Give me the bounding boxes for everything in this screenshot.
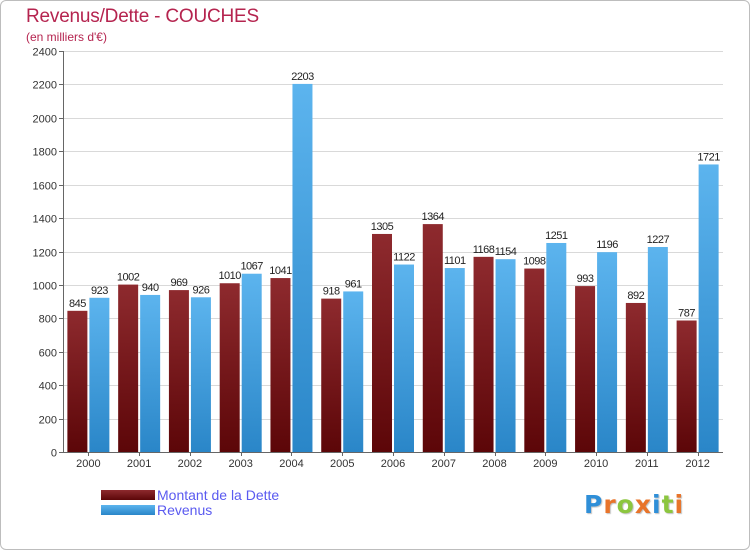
legend-swatch-debt <box>101 490 155 500</box>
logo-letter: i <box>652 490 662 519</box>
y-tick-label: 1200 <box>33 248 57 260</box>
bar-debt <box>118 284 139 452</box>
y-tick-label: 1800 <box>33 147 57 159</box>
logo-letter: o <box>616 490 635 519</box>
x-tick-label: 2006 <box>381 458 405 470</box>
bar-debt <box>270 278 291 452</box>
data-label-debt: 993 <box>577 273 594 285</box>
logo-letter: i <box>674 490 685 519</box>
bar-debt <box>372 233 392 452</box>
data-label-revenue: 923 <box>91 285 108 297</box>
y-tick-label: 200 <box>39 415 57 427</box>
logo-letter: t <box>661 490 675 519</box>
y-tick-label: 0 <box>51 448 57 460</box>
data-label-debt: 845 <box>69 298 86 310</box>
bar-debt <box>575 286 596 452</box>
logo-letter: r <box>603 490 617 519</box>
x-tick-label: 2004 <box>279 458 303 470</box>
bar-revenue <box>394 264 414 452</box>
bar-debt <box>168 290 189 452</box>
y-tick-label: 600 <box>39 348 57 360</box>
bar-debt <box>219 283 240 452</box>
bar-revenue <box>597 252 618 452</box>
bar-revenue <box>444 268 465 452</box>
data-label-debt: 787 <box>678 308 695 320</box>
x-tick-label: 2000 <box>76 458 100 470</box>
bar-revenue <box>647 246 668 452</box>
data-label-revenue: 1101 <box>444 255 466 267</box>
data-label-debt: 1010 <box>218 270 241 282</box>
logo-letter: P <box>584 490 604 519</box>
x-tick-label: 2001 <box>127 458 151 470</box>
x-tick-label: 2005 <box>330 458 354 470</box>
legend-item-revenue: Revenus <box>101 502 213 518</box>
bar-revenue <box>495 259 516 452</box>
y-tick-label: 1400 <box>33 214 57 226</box>
x-tick-label: 2012 <box>685 458 709 470</box>
axis-layer: 0 200 400 600 800 1000 1200 1400 1600 1800 2000 220… <box>33 47 723 470</box>
legend-label-debt: Montant de la Dette <box>157 487 280 503</box>
bar-revenue <box>546 242 567 452</box>
bar-revenue <box>698 164 719 452</box>
bar-revenue <box>190 297 211 452</box>
data-label-debt: 1305 <box>371 221 394 233</box>
x-tick-label: 2003 <box>228 458 252 470</box>
data-label-revenue: 1154 <box>495 246 517 258</box>
bars-layer <box>67 83 719 453</box>
x-tick-label: 2002 <box>178 458 202 470</box>
data-label-debt: 1041 <box>269 265 292 277</box>
logo-letter: x <box>634 490 652 519</box>
bar-revenue <box>140 294 161 452</box>
chart-subtitle: (en milliers d'€) <box>26 30 107 44</box>
data-label-debt: 1002 <box>117 272 140 284</box>
data-label-revenue: 961 <box>345 278 362 290</box>
x-tick-label: 2010 <box>584 458 608 470</box>
bar-debt <box>625 302 646 452</box>
bar-debt <box>321 298 342 452</box>
bar-debt <box>676 320 697 452</box>
data-label-revenue: 1067 <box>240 261 263 273</box>
y-tick-label: 2000 <box>33 114 57 126</box>
bar-revenue <box>343 291 364 452</box>
data-label-revenue: 1196 <box>596 239 618 251</box>
y-tick-label: 2200 <box>33 80 57 92</box>
legend-label-revenue: Revenus <box>157 502 213 518</box>
data-label-revenue: 1251 <box>545 230 568 242</box>
y-tick-label: 800 <box>39 314 57 326</box>
legend-swatch-revenue <box>101 505 155 515</box>
data-label-debt: 1098 <box>523 256 546 268</box>
data-label-debt: 1168 <box>473 244 495 256</box>
y-tick-label: 2400 <box>33 47 57 59</box>
data-label-revenue: 940 <box>142 282 159 294</box>
data-label-revenue: 1721 <box>697 151 720 163</box>
x-tick-label: 2007 <box>432 458 456 470</box>
y-tick-label: 400 <box>39 381 57 393</box>
bar-revenue <box>89 297 110 452</box>
data-label-debt: 969 <box>170 277 187 289</box>
bar-revenue <box>241 273 262 452</box>
bar-debt <box>473 256 494 452</box>
bar-debt <box>422 224 443 452</box>
data-label-debt: 892 <box>627 290 644 302</box>
bar-debt <box>524 268 545 452</box>
proxiti-logo: Proxiti <box>584 490 684 519</box>
bar-revenue <box>292 83 313 453</box>
x-tick-label: 2009 <box>533 458 557 470</box>
y-tick-label: 1600 <box>33 181 57 193</box>
data-label-revenue: 2203 <box>291 71 314 83</box>
data-label-revenue: 1122 <box>393 252 415 264</box>
x-tick-label: 2011 <box>635 458 659 470</box>
data-label-debt: 1364 <box>422 211 445 223</box>
legend-item-debt: Montant de la Dette <box>101 487 280 503</box>
data-label-revenue: 1227 <box>647 234 670 246</box>
data-label-debt: 918 <box>323 286 340 298</box>
y-tick-label: 1000 <box>33 281 57 293</box>
x-tick-label: 2008 <box>482 458 506 470</box>
data-label-revenue: 926 <box>192 284 209 296</box>
chart-title: Revenus/Dette - COUCHES <box>26 6 259 27</box>
bar-debt <box>67 310 88 452</box>
